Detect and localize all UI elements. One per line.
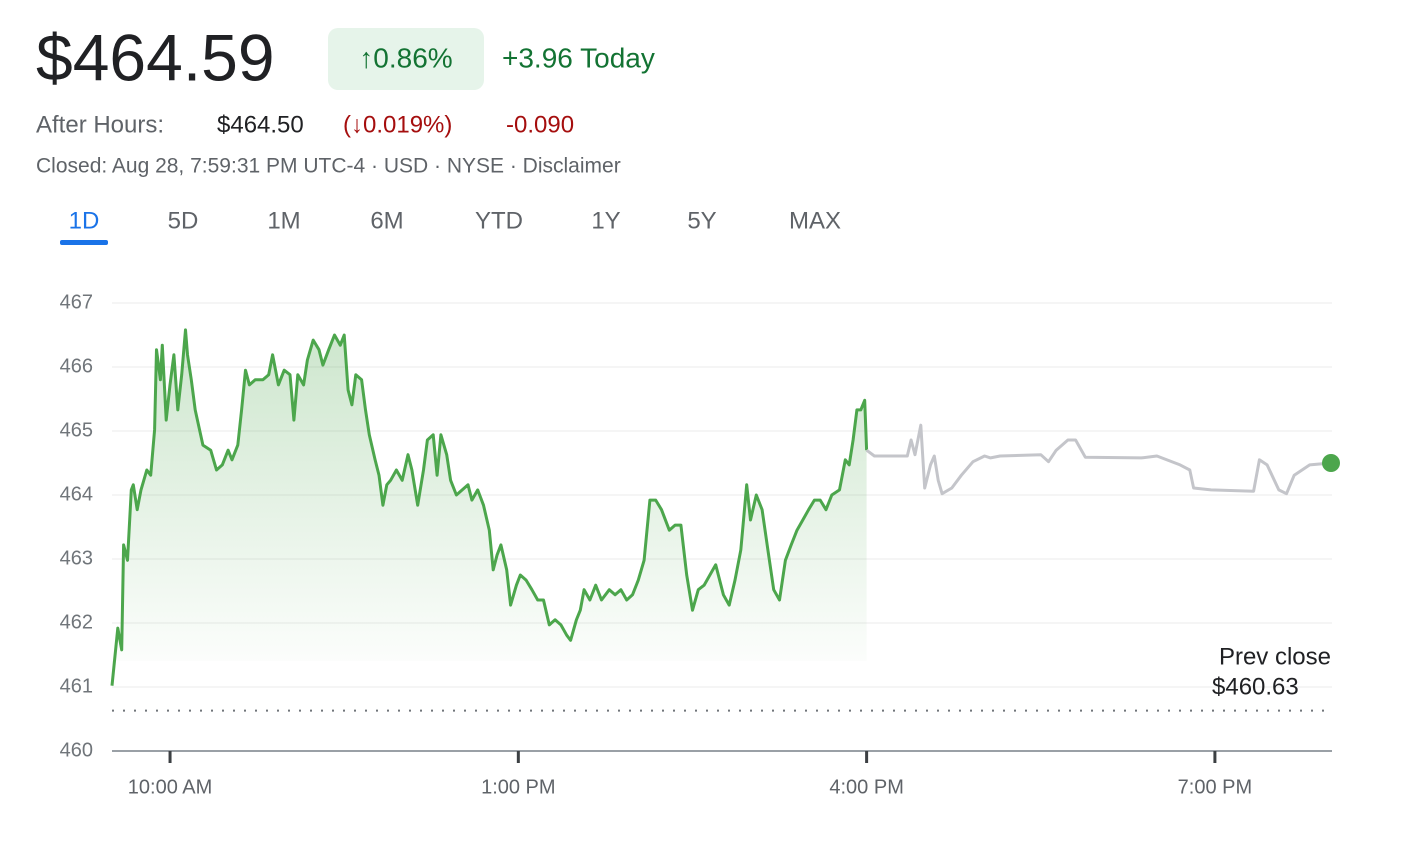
meta: Closed: Aug 28, 7:59:31 PM UTC-4 · USD ·… [36, 155, 621, 178]
change-badge [328, 28, 484, 90]
tab[interactable]: 1M [267, 207, 300, 234]
after-hours-change: -0.090 [506, 111, 574, 138]
change-pct: ↑0.86% [359, 42, 452, 73]
x-tick-label: 1:00 PM [481, 776, 555, 798]
price: $464.59 [36, 20, 275, 94]
x-tick-label: 10:00 AM [128, 776, 213, 798]
price-line [865, 423, 1332, 496]
end-marker [1322, 454, 1340, 472]
y-tick-label: 467 [60, 291, 93, 313]
y-tick-label: 465 [60, 419, 93, 441]
tab[interactable]: 5Y [687, 207, 716, 234]
tab-underline [60, 240, 108, 245]
tab[interactable]: 1D [69, 207, 100, 234]
y-tick-label: 462 [60, 611, 93, 633]
after-hours-price: $464.50 [217, 111, 304, 138]
price-line [110, 328, 869, 686]
tab[interactable]: 1Y [591, 207, 620, 234]
after-hours-label: After Hours: [36, 111, 164, 138]
y-tick-label: 461 [60, 675, 93, 697]
change-today: +3.96 Today [502, 42, 655, 73]
x-tick-label: 4:00 PM [829, 776, 903, 798]
y-tick-label: 460 [60, 739, 93, 761]
y-tick-label: 464 [60, 483, 93, 505]
x-tick-label: 7:00 PM [1178, 776, 1252, 798]
prev-close-label: Prev close [1219, 643, 1331, 670]
prev-close-value: $460.63 [1212, 673, 1299, 700]
tab[interactable]: 5D [168, 207, 199, 234]
tab[interactable]: 6M [370, 207, 403, 234]
tab[interactable]: MAX [789, 207, 841, 234]
y-tick-label: 463 [60, 547, 93, 569]
y-tick-label: 466 [60, 355, 93, 377]
after-hours-pct: (↓0.019%) [343, 111, 452, 138]
tab[interactable]: YTD [475, 207, 523, 234]
area [112, 329, 867, 686]
